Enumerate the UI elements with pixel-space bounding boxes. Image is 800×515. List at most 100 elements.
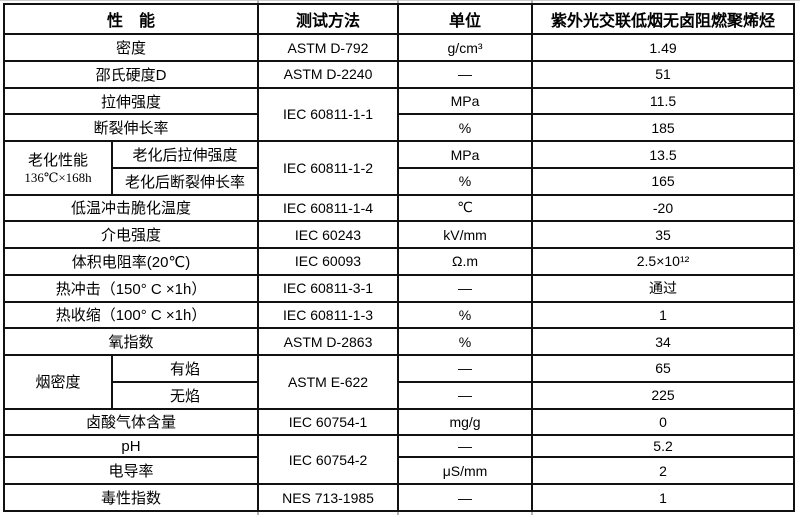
- test-method-cell: IEC 60754-1: [257, 407, 400, 437]
- table-row: 无焰 — 225: [4, 380, 796, 410]
- value-cell: 2.5×10¹²: [531, 247, 796, 276]
- test-method-cell: IEC 60243: [257, 220, 400, 250]
- test-method-cell: NES 713-1985: [257, 483, 400, 512]
- property-cell: 老化后拉伸强度: [110, 140, 260, 169]
- test-method-cell: IEC 60811-1-4: [257, 193, 400, 223]
- value-cell: 11.5: [531, 86, 796, 116]
- table-row: 老化性能 136℃×168h 老化后拉伸强度 IEC 60811-1-2 MPa…: [3, 140, 796, 196]
- table-row: 低温冲击脆化温度 IEC 60811-1-4 ℃ -20: [2, 193, 796, 223]
- table-row: 体积电阻率(20℃) IEC 60093 Ω.m 2.5×10¹²: [2, 247, 796, 276]
- property-cell: 邵氏硬度D: [2, 59, 260, 89]
- unit-cell: —: [397, 59, 534, 89]
- value-cell: 225: [531, 380, 796, 410]
- crop-artifact-tick: [257, 511, 259, 515]
- table-row: 老化后断裂伸长率 % 165: [4, 166, 796, 196]
- test-method-cell: IEC 60811-1-2: [257, 140, 400, 196]
- value-cell: 0: [531, 407, 796, 437]
- crop-artifact-top-line: [0, 0, 800, 1]
- value-cell: 通过: [531, 273, 796, 303]
- header-property: 性 能: [2, 2, 260, 36]
- test-method-cell: ASTM D-2863: [257, 327, 400, 357]
- unit-cell: —: [397, 354, 534, 383]
- unit-cell: kV/mm: [397, 220, 534, 250]
- property-cell: 无焰: [110, 380, 260, 410]
- property-cell: 低温冲击脆化温度: [2, 193, 260, 223]
- unit-cell: MPa: [397, 86, 534, 116]
- property-cell: 老化后断裂伸长率: [110, 166, 260, 196]
- value-cell: 13.5: [531, 140, 796, 169]
- property-cell: 有焰: [110, 354, 260, 383]
- unit-cell: Ω.m: [397, 247, 534, 276]
- test-method-cell: IEC 60811-3-1: [257, 273, 400, 303]
- property-cell: pH: [2, 434, 260, 459]
- crop-artifact-tick: [397, 511, 399, 515]
- unit-cell: ℃: [397, 193, 534, 223]
- table-row: 烟密度 有焰 ASTM E-622 — 65: [3, 354, 796, 410]
- test-method-cell: ASTM D-2240: [257, 59, 400, 89]
- value-cell: 1.49: [531, 33, 796, 62]
- value-cell: 1: [531, 483, 796, 512]
- value-cell: 1: [531, 300, 796, 330]
- crop-artifact-tick: [257, 0, 259, 3]
- value-cell: 51: [531, 59, 796, 89]
- group-cell-smoke-density: 烟密度: [3, 354, 113, 410]
- unit-cell: g/cm³: [397, 33, 534, 62]
- table-row: 热收缩（100° C ×1h） IEC 60811-1-3 % 1: [2, 300, 796, 330]
- header-unit: 单位: [397, 2, 534, 36]
- table-row: 密度 ASTM D-792 g/cm³ 1.49: [2, 33, 796, 62]
- crop-artifact-tick: [531, 0, 533, 3]
- property-cell: 氧指数: [2, 327, 260, 357]
- group-label-line2: 136℃×168h: [24, 170, 92, 186]
- value-cell: 165: [531, 166, 796, 196]
- table-row: pH IEC 60754-2 — 5.2: [2, 434, 796, 486]
- property-cell: 卤酸气体含量: [2, 407, 260, 437]
- test-method-cell: IEC 60093: [257, 247, 400, 276]
- table-row: 卤酸气体含量 IEC 60754-1 mg/g 0: [2, 407, 796, 437]
- unit-cell: MPa: [397, 140, 534, 169]
- unit-cell: —: [397, 273, 534, 303]
- value-cell: -20: [531, 193, 796, 223]
- property-cell: 密度: [2, 33, 260, 62]
- group-label-line1: 老化性能: [27, 152, 88, 170]
- unit-cell: %: [397, 300, 534, 330]
- unit-cell: mg/g: [397, 407, 534, 437]
- crop-artifact-tick: [397, 0, 399, 3]
- group-cell-aging: 老化性能 136℃×168h: [3, 140, 113, 196]
- property-cell: 断裂伸长率: [2, 113, 260, 143]
- property-cell: 热收缩（100° C ×1h）: [2, 300, 260, 330]
- unit-cell: —: [397, 380, 534, 410]
- property-cell: 电导率: [2, 456, 260, 486]
- unit-cell: %: [397, 327, 534, 357]
- unit-cell: %: [397, 166, 534, 196]
- table-row: 热冲击（150° C ×1h） IEC 60811-3-1 — 通过: [2, 273, 796, 303]
- table-row: 氧指数 ASTM D-2863 % 34: [2, 327, 796, 357]
- property-cell: 体积电阻率(20℃): [2, 247, 260, 276]
- value-cell: 2: [531, 456, 796, 486]
- test-method-cell: IEC 60811-1-1: [257, 86, 400, 143]
- property-cell: 介电强度: [2, 220, 260, 250]
- test-method-cell: IEC 60811-1-3: [257, 300, 400, 330]
- unit-cell: %: [397, 113, 534, 143]
- unit-cell: —: [397, 434, 534, 459]
- property-cell: 毒性指数: [2, 483, 260, 512]
- value-cell: 65: [531, 354, 796, 383]
- test-method-cell: IEC 60754-2: [257, 434, 400, 486]
- test-method-cell: ASTM E-622: [257, 354, 400, 410]
- unit-cell: —: [397, 483, 534, 512]
- property-cell: 热冲击（150° C ×1h）: [2, 273, 260, 303]
- table-row: 断裂伸长率 % 185: [2, 113, 796, 143]
- table-row: 拉伸强度 IEC 60811-1-1 MPa 11.5: [2, 86, 796, 143]
- header-row: 性 能 测试方法 单位 紫外光交联低烟无卤阻燃聚烯烃: [2, 2, 796, 36]
- value-cell: 35: [531, 220, 796, 250]
- value-cell: 185: [531, 113, 796, 143]
- header-test-method: 测试方法: [257, 2, 400, 36]
- header-material: 紫外光交联低烟无卤阻燃聚烯烃: [531, 2, 796, 36]
- table-row: 电导率 μS/mm 2: [2, 456, 796, 486]
- test-method-cell: ASTM D-792: [257, 33, 400, 62]
- unit-cell: μS/mm: [397, 456, 534, 486]
- table-row: 毒性指数 NES 713-1985 — 1: [2, 483, 796, 512]
- property-cell: 拉伸强度: [2, 86, 260, 116]
- table-row: 介电强度 IEC 60243 kV/mm 35: [2, 220, 796, 250]
